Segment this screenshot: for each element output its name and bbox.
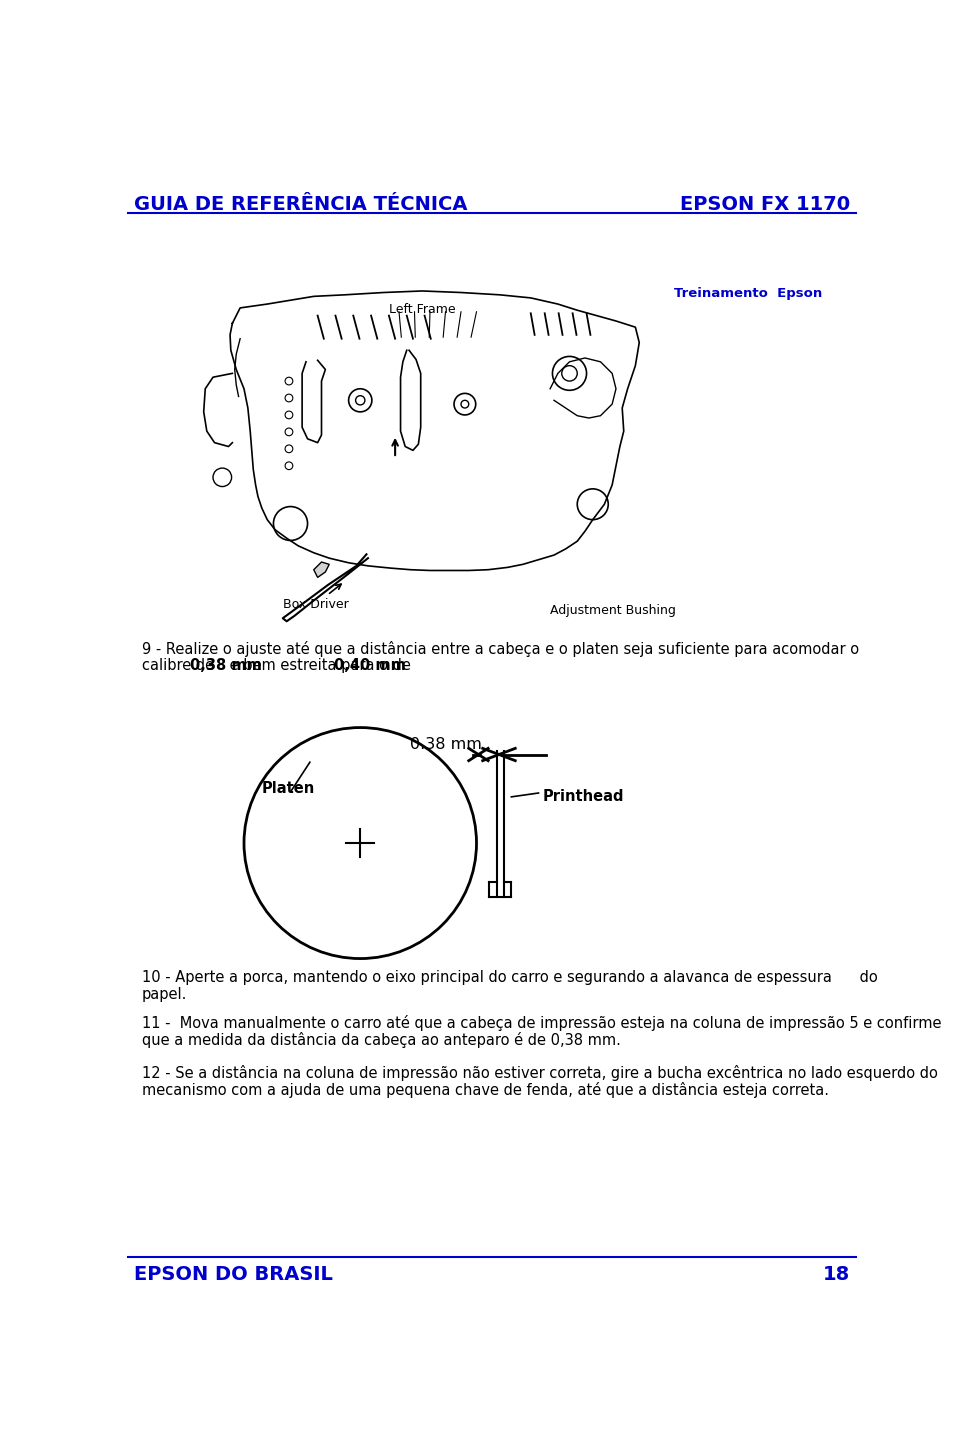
Text: 0,40 mm: 0,40 mm: [334, 658, 406, 674]
Text: Treinamento  Epson: Treinamento Epson: [674, 287, 822, 300]
Text: Printhead: Printhead: [542, 789, 624, 804]
Text: Adjustment Bushing: Adjustment Bushing: [550, 605, 676, 618]
Text: 11 -  Mova manualmente o carro até que a cabeça de impressão esteja na coluna de: 11 - Mova manualmente o carro até que a …: [142, 1014, 941, 1030]
Text: EPSON FX 1170: EPSON FX 1170: [680, 195, 850, 214]
Text: 0,38 mm: 0,38 mm: [190, 658, 262, 674]
Text: 0.38 mm: 0.38 mm: [410, 737, 481, 752]
Text: e bem estreita para o de: e bem estreita para o de: [226, 658, 416, 674]
Text: Left Frame: Left Frame: [389, 303, 456, 316]
Text: que a medida da distância da cabeça ao anteparo é de 0,38 mm.: que a medida da distância da cabeça ao a…: [142, 1032, 620, 1048]
Polygon shape: [314, 561, 329, 577]
Text: EPSON DO BRASIL: EPSON DO BRASIL: [134, 1266, 333, 1284]
Text: mecanismo com a ajuda de uma pequena chave de fenda, até que a distância esteja : mecanismo com a ajuda de uma pequena cha…: [142, 1082, 828, 1098]
Text: calibre de: calibre de: [142, 658, 219, 674]
Text: 10 - Aperte a porca, mantendo o eixo principal do carro e segurando a alavanca d: 10 - Aperte a porca, mantendo o eixo pri…: [142, 970, 877, 986]
Text: 18: 18: [823, 1266, 850, 1284]
Text: GUIA DE REFERÊNCIA TÉCNICA: GUIA DE REFERÊNCIA TÉCNICA: [134, 195, 468, 214]
Text: Box Driver: Box Driver: [283, 584, 348, 610]
Text: Platen: Platen: [262, 782, 315, 797]
Text: papel.: papel.: [142, 987, 187, 1001]
Text: 9 - Realize o ajuste até que a distância entre a cabeça e o platen seja suficien: 9 - Realize o ajuste até que a distância…: [142, 641, 859, 658]
Text: 12 - Se a distância na coluna de impressão não estiver correta, gire a bucha exc: 12 - Se a distância na coluna de impress…: [142, 1065, 938, 1081]
